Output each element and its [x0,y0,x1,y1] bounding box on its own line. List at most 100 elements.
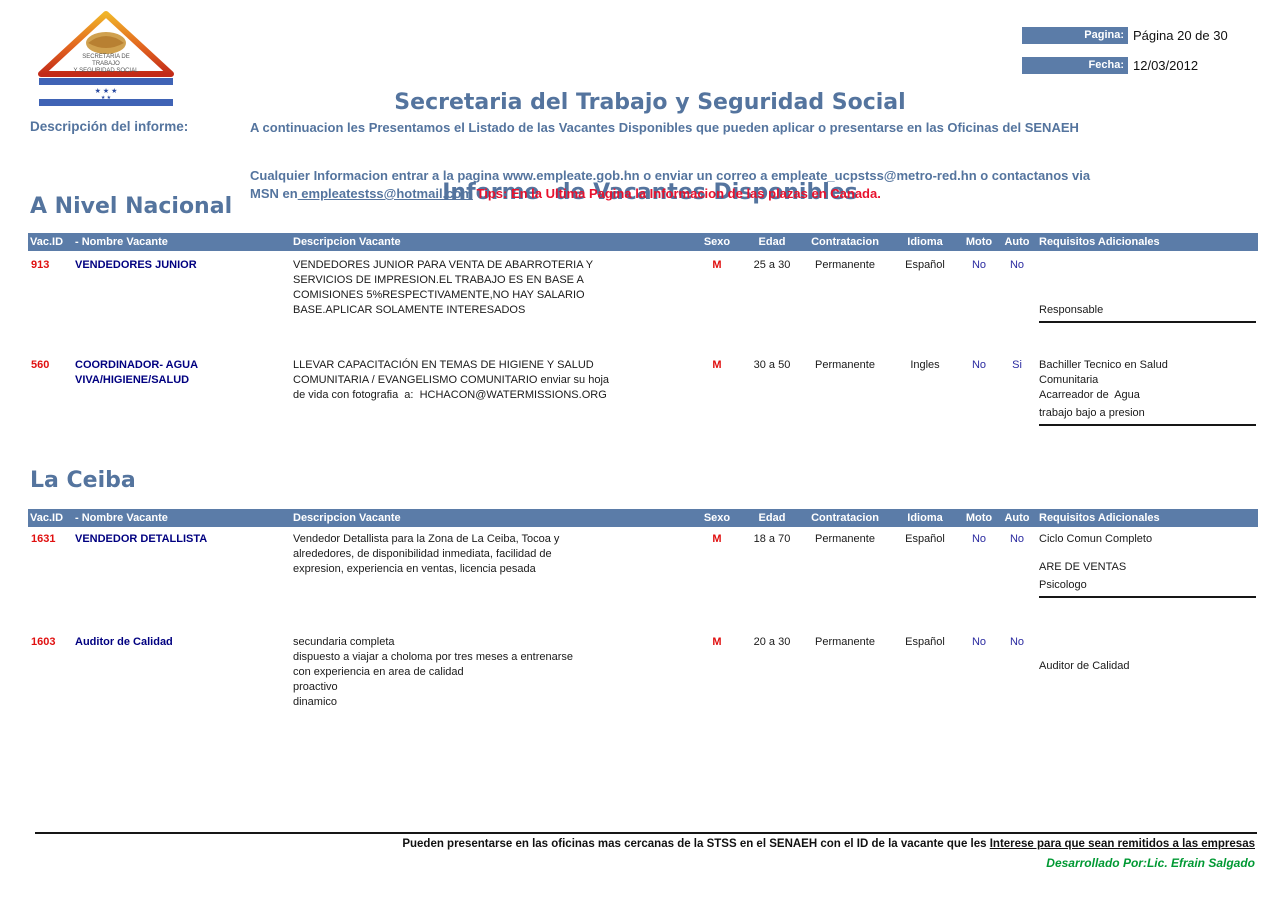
requisito-divider [1039,593,1256,598]
vacancy-edad: 18 a 70 [753,533,791,545]
col-requisitos: Requisitos Adicionales [1039,512,1160,524]
description-line2-text: Cualquier Informacion entrar a la pagina… [250,168,1091,201]
section-title-la-ceiba: La Ceiba [30,468,136,493]
flag-stars-icon: ★ ★ ★ [95,87,118,95]
col-sexo: Sexo [703,512,731,524]
requisito-line: Bachiller Tecnico en Salud Comunitaria A… [1039,359,1168,401]
col-sexo: Sexo [703,236,731,248]
col-contratacion: Contratacion [811,512,879,524]
vacancy-sexo: M [712,533,722,545]
page-meta-row: Pagina: Página 20 de 30 [0,27,1280,45]
date-value: 12/03/2012 [1133,58,1199,73]
requisito-line: Ciclo Comun Completo [1039,533,1153,545]
vacancy-idioma: Ingles [910,359,940,371]
col-requisitos: Requisitos Adicionales [1039,236,1160,248]
vacancy-name: Auditor de Calidad [75,636,173,648]
col-auto: Auto [1004,512,1030,524]
vacancy-desc: VENDEDORES JUNIOR PARA VENTA DE ABARROTE… [293,259,594,316]
logo-text-2: TRABAJO [92,61,120,67]
vacancy-auto: No [1009,533,1025,545]
developer-credit: Desarrollado Por:Lic. Efrain Salgado [1046,856,1255,870]
vacancy-idioma: Español [905,636,945,648]
vacancy-sexo: M [712,259,722,271]
vacancy-moto: No [971,259,987,271]
report-title: Secretaria del Trabajo y Seguridad Socia… [240,28,1060,268]
vacancy-desc: LLEVAR CAPACITACIÓN EN TEMAS DE HIGIENE … [293,359,610,401]
col-descripcion: Descripcion Vacante [293,512,401,524]
col-idioma: Idioma [907,236,943,248]
requisito-line: Psicologo [1039,579,1087,591]
col-descripcion: Descripcion Vacante [293,236,401,248]
vacancy-name: VENDEDORES JUNIOR [75,259,197,271]
vacancy-id: 1631 [31,533,56,545]
requisito-line: Responsable [1039,304,1104,316]
requisito-line: ARE DE VENTAS [1039,561,1127,573]
tips-note: Tips: En la Ultima Pagina la Informacion… [472,186,881,201]
description-label: Descripción del informe: [30,119,189,134]
vacancy-name: VENDEDOR DETALLISTA [75,533,208,545]
flag-bar-top [39,78,173,85]
vacancy-desc: Vendedor Detallista para la Zona de La C… [293,533,560,575]
vacancy-requisitos: Responsable [1037,258,1258,323]
vacancy-contratacion: Permanente [815,259,875,271]
vacancy-desc: secundaria completa dispuesto a viajar a… [293,636,574,708]
vacancy-requisitos: Ciclo Comun Completo ARE DE VENTAS Psico… [1037,532,1258,598]
table-header-la-ceiba: Vac.ID - Nombre Vacante Descripcion Vaca… [28,509,1258,527]
footer-note-underlined: Interese para que sean remitidos a las e… [989,838,1255,850]
col-idioma: Idioma [907,512,943,524]
vacancy-requisitos: Auditor de Calidad [1037,635,1258,674]
col-vacid: Vac.ID [30,512,64,524]
report-title-line1: Secretaria del Trabajo y Seguridad Socia… [394,90,906,115]
logo-text-1: SECRETARIA DE [82,54,130,60]
vacancy-auto: Si [1012,359,1022,371]
vacancy-sexo: M [712,636,722,648]
table-header-nacional: Vac.ID - Nombre Vacante Descripcion Vaca… [28,233,1258,251]
flag-bar-bottom [39,99,173,106]
requisito-line: trabajo bajo a presion [1039,407,1145,419]
stss-logo: SECRETARIA DE TRABAJO Y SEGURIDAD SOCIAL… [38,11,174,106]
col-nombre: - Nombre Vacante [75,512,168,524]
vacancy-contratacion: Permanente [815,636,875,648]
vacancy-contratacion: Permanente [815,359,875,371]
vacancy-auto: No [1009,259,1025,271]
section-title-nacional: A Nivel Nacional [30,194,233,219]
footer-note-text: Pueden presentarse en las oficinas mas c… [402,838,990,850]
vacancy-id: 913 [31,259,50,271]
logo-text-3: Y SEGURIDAD SOCIAL [74,68,140,74]
vacancy-contratacion: Permanente [815,533,875,545]
contact-email-link[interactable]: empleatestss@hotmail.com [297,186,473,201]
table-row: 560 COORDINADOR- AGUA VIVA/HIGIENE/SALUD… [28,358,1258,426]
vacancy-edad: 30 a 50 [753,359,791,371]
vacancy-edad: 20 a 30 [753,636,791,648]
vacancy-edad: 25 a 30 [753,259,791,271]
col-vacid: Vac.ID [30,236,64,248]
col-moto: Moto [965,512,993,524]
vacancy-moto: No [971,359,987,371]
requisito-divider [1039,421,1256,426]
vacancy-auto: No [1009,636,1025,648]
vacancy-id: 560 [31,359,50,371]
date-label-badge: Fecha: [1022,57,1128,74]
vacancy-moto: No [971,533,987,545]
table-row: 1603 Auditor de Calidad secundaria compl… [28,635,1258,710]
footer-divider [35,832,1257,834]
logo-emblem-detail [88,36,124,48]
vacancy-idioma: Español [905,259,945,271]
report-title-line2: Informe de Vacantes Disponibles [442,180,858,205]
col-auto: Auto [1004,236,1030,248]
table-row: 1631 VENDEDOR DETALLISTA Vendedor Detall… [28,532,1258,598]
vacancy-requisitos: Bachiller Tecnico en Salud Comunitaria A… [1037,358,1258,426]
description-line1: A continuacion les Presentamos el Listad… [250,120,1079,135]
col-nombre: - Nombre Vacante [75,236,168,248]
col-edad: Edad [758,236,786,248]
page-number-value: Página 20 de 30 [1133,28,1228,43]
page-label-badge: Pagina: [1022,27,1128,44]
col-contratacion: Contratacion [811,236,879,248]
table-row: 913 VENDEDORES JUNIOR VENDEDORES JUNIOR … [28,258,1258,323]
requisito-divider [1039,318,1256,323]
description-line2: Cualquier Informacion entrar a la pagina… [250,149,1170,203]
flag-stars2-icon: ★ ★ [101,95,112,101]
requisito-line: Auditor de Calidad [1039,660,1130,672]
vacancy-moto: No [971,636,987,648]
